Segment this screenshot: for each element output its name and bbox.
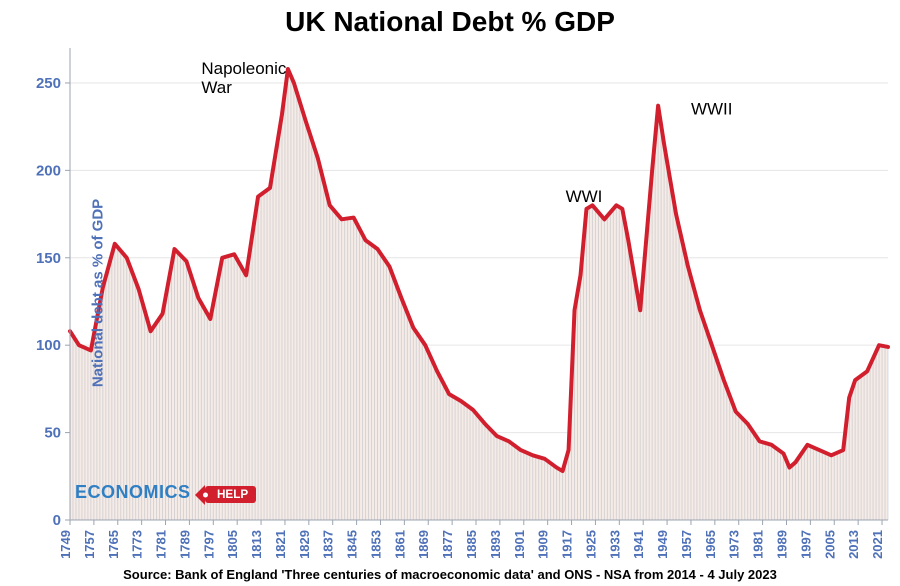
x-tick-label: 1949 [655,530,670,559]
x-tick-label: 1933 [607,530,622,559]
x-tick-label: 1749 [58,530,73,559]
x-tick-label: 1845 [345,530,360,559]
x-tick-label: 1997 [798,530,813,559]
x-tick-label: 1781 [154,530,169,559]
x-tick-label: 1965 [703,530,718,559]
logo-left: ECONOMICS [75,482,191,502]
chart-title: UK National Debt % GDP [0,6,900,38]
x-tick-label: 2005 [822,530,837,559]
y-tick-label: 0 [53,512,61,529]
x-tick-label: 1805 [225,530,240,559]
x-tick-label: 1893 [488,530,503,559]
logo: ECONOMICS HELP [75,482,256,503]
y-tick-label: 100 [36,337,61,354]
logo-tag: HELP [205,486,256,503]
x-tick-label: 2013 [846,530,861,559]
x-tick-label: 1813 [249,530,264,559]
x-tick-label: 1853 [368,530,383,559]
x-tick-label: 1957 [679,530,694,559]
logo-right: HELP [217,488,248,501]
x-tick-label: 1981 [751,530,766,559]
x-tick-label: 1917 [560,530,575,559]
x-tick-label: 2021 [870,530,885,559]
droplets [70,69,888,520]
x-tick-label: 1877 [440,530,455,559]
annotation: WWI [566,187,603,206]
source-note: Source: Bank of England 'Three centuries… [0,567,900,582]
x-tick-label: 1773 [130,530,145,559]
x-tick-label: 1885 [464,530,479,559]
y-tick-label: 150 [36,250,61,267]
x-tick-label: 1901 [512,530,527,559]
x-tick-label: 1797 [201,530,216,559]
y-axis-label: National debt as % of GDP [90,199,107,387]
x-tick-label: 1909 [536,530,551,559]
x-tick-label: 1861 [392,530,407,559]
x-tick-label: 1765 [106,530,121,559]
x-tick-label: 1829 [297,530,312,559]
x-tick-label: 1789 [177,530,192,559]
x-tick-label: 1973 [727,530,742,559]
x-tick-label: 1941 [631,530,646,559]
annotation: WWII [691,99,733,118]
x-tick-label: 1989 [774,530,789,559]
x-tick-label: 1821 [273,530,288,559]
x-tick-label: 1837 [321,530,336,559]
annotation: War [201,78,232,97]
x-tick-label: 1869 [416,530,431,559]
chart-container: UK National Debt % GDP National debt as … [0,0,900,586]
annotation: Napoleonic [201,59,287,78]
y-tick-label: 250 [36,75,61,92]
y-tick-label: 200 [36,162,61,179]
x-tick-label: 1757 [82,530,97,559]
x-tick-label: 1925 [583,530,598,559]
y-tick-label: 50 [44,425,61,442]
